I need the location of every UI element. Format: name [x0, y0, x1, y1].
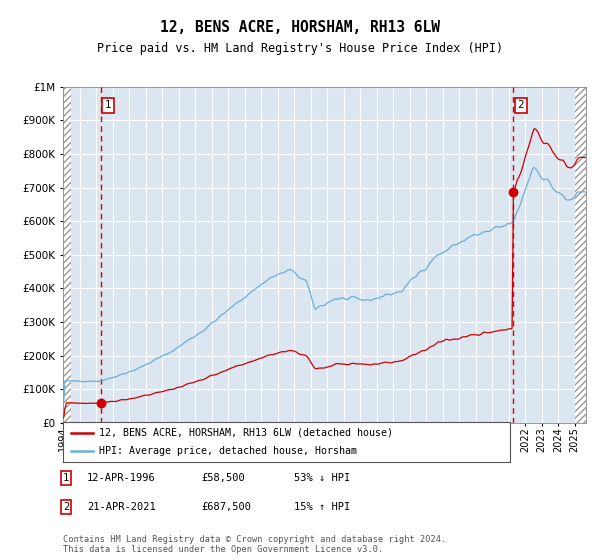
Text: 2: 2: [63, 502, 69, 512]
Text: £687,500: £687,500: [201, 502, 251, 512]
Text: 12, BENS ACRE, HORSHAM, RH13 6LW: 12, BENS ACRE, HORSHAM, RH13 6LW: [160, 20, 440, 35]
Text: 12-APR-1996: 12-APR-1996: [87, 473, 156, 483]
Text: 15% ↑ HPI: 15% ↑ HPI: [294, 502, 350, 512]
Text: 21-APR-2021: 21-APR-2021: [87, 502, 156, 512]
Text: 53% ↓ HPI: 53% ↓ HPI: [294, 473, 350, 483]
Bar: [575, 87, 586, 423]
Text: £58,500: £58,500: [201, 473, 245, 483]
Text: Price paid vs. HM Land Registry's House Price Index (HPI): Price paid vs. HM Land Registry's House …: [97, 42, 503, 55]
Text: 2: 2: [518, 100, 524, 110]
Text: 1: 1: [63, 473, 69, 483]
Text: 1: 1: [105, 100, 112, 110]
Text: HPI: Average price, detached house, Horsham: HPI: Average price, detached house, Hors…: [99, 446, 357, 456]
Text: 12, BENS ACRE, HORSHAM, RH13 6LW (detached house): 12, BENS ACRE, HORSHAM, RH13 6LW (detach…: [99, 428, 393, 437]
Bar: [63, 87, 71, 423]
Text: Contains HM Land Registry data © Crown copyright and database right 2024.
This d: Contains HM Land Registry data © Crown c…: [63, 535, 446, 554]
